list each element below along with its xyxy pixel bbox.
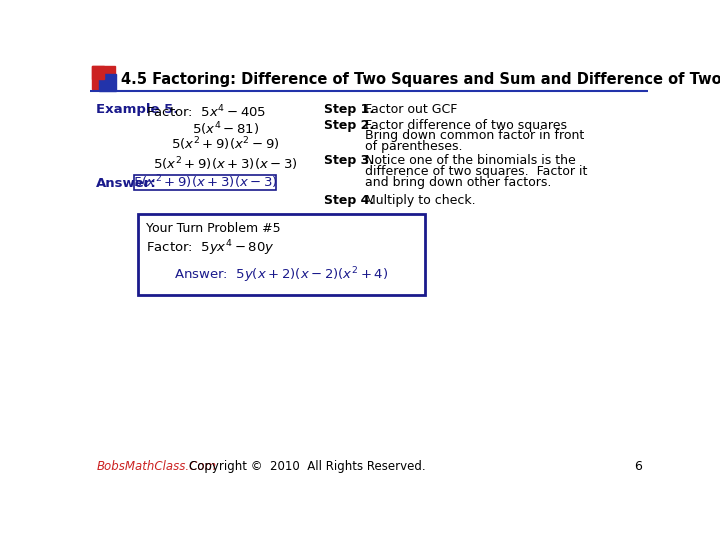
Text: $5(x^4 - 81)$: $5(x^4 - 81)$ xyxy=(192,120,259,138)
Text: $5(x^2 + 9)(x + 3)(x - 3)$: $5(x^2 + 9)(x + 3)(x - 3)$ xyxy=(132,174,277,191)
Text: Factor:  $5x^4 - 405$: Factor: $5x^4 - 405$ xyxy=(145,103,266,120)
Bar xyxy=(99,74,117,91)
Text: Copyright ©  2010  All Rights Reserved.: Copyright © 2010 All Rights Reserved. xyxy=(189,460,426,473)
Text: Step 4.: Step 4. xyxy=(324,194,374,207)
Text: 6: 6 xyxy=(634,460,642,473)
Text: Answer:  $5y(x + 2)(x - 2)(x^2 + 4)$: Answer: $5y(x + 2)(x - 2)(x^2 + 4)$ xyxy=(174,265,389,285)
Text: of parentheses.: of parentheses. xyxy=(365,140,463,153)
Text: $5(x^2 + 9)(x + 3)(x - 3)$: $5(x^2 + 9)(x + 3)(x - 3)$ xyxy=(153,156,298,173)
Text: $5(x^2 + 9)(x^2 - 9)$: $5(x^2 + 9)(x^2 - 9)$ xyxy=(171,136,280,153)
Bar xyxy=(91,66,114,90)
Text: Factor:  $5yx^4 - 80y$: Factor: $5yx^4 - 80y$ xyxy=(145,239,274,259)
Text: Step 1.: Step 1. xyxy=(324,103,374,116)
Text: Multiply to check.: Multiply to check. xyxy=(365,194,476,207)
Text: Factor difference of two squares: Factor difference of two squares xyxy=(365,119,567,132)
Bar xyxy=(134,175,276,190)
Text: Factor out GCF: Factor out GCF xyxy=(365,103,457,116)
Text: Step 3.: Step 3. xyxy=(324,154,374,167)
Text: difference of two squares.  Factor it: difference of two squares. Factor it xyxy=(365,165,588,178)
Text: and bring down other factors.: and bring down other factors. xyxy=(365,176,552,188)
Text: Your Turn Problem #5: Your Turn Problem #5 xyxy=(145,222,280,235)
Bar xyxy=(91,66,104,79)
Text: Notice one of the binomials is the: Notice one of the binomials is the xyxy=(365,154,576,167)
Text: BobsMathClass.Com: BobsMathClass.Com xyxy=(96,460,216,473)
Text: 4.5 Factoring: Difference of Two Squares and Sum and Difference of Two Cubes: 4.5 Factoring: Difference of Two Squares… xyxy=(121,72,720,87)
Bar xyxy=(138,214,425,295)
Text: Step 2.: Step 2. xyxy=(324,119,374,132)
Text: Example 5.: Example 5. xyxy=(96,103,179,116)
Text: Answer:: Answer: xyxy=(96,177,157,190)
Text: Bring down common factor in front: Bring down common factor in front xyxy=(365,130,585,143)
